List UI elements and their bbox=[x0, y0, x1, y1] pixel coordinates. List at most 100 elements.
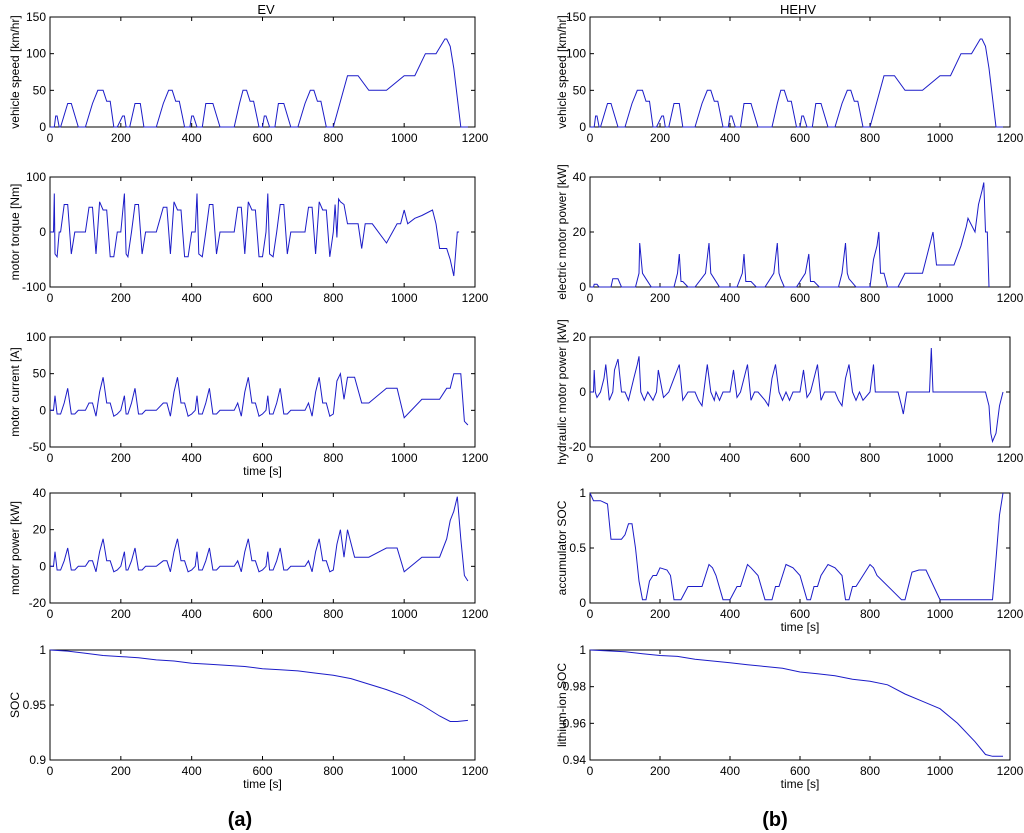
y-tick-label: 50 bbox=[33, 83, 47, 97]
axes-frame bbox=[49, 492, 476, 604]
x-tick-label: 200 bbox=[111, 607, 131, 621]
x-tick-label: 800 bbox=[323, 291, 343, 305]
panel-label-a: (a) bbox=[228, 809, 252, 831]
x-tick-label: 600 bbox=[252, 451, 272, 465]
x-tick-label: 0 bbox=[47, 451, 54, 465]
x-tick-label: 200 bbox=[650, 764, 670, 778]
axes-frame bbox=[589, 649, 1011, 761]
series-line bbox=[49, 649, 468, 722]
x-tick-label: 1000 bbox=[391, 451, 418, 465]
x-tick-label: 1200 bbox=[997, 764, 1024, 778]
y-tick-label: 0 bbox=[579, 280, 586, 294]
series-line bbox=[50, 496, 469, 582]
x-axis-label: time [s] bbox=[243, 777, 282, 791]
x-tick-label: 200 bbox=[650, 291, 670, 305]
x-tick-label: 1000 bbox=[391, 131, 418, 145]
axes-9: 0 200 400 600 800 1000 1200 0 0.5 1 accumulator SO… bbox=[555, 486, 1024, 634]
x-tick-label: 400 bbox=[182, 451, 202, 465]
y-tick-label: 0 bbox=[39, 120, 46, 134]
x-tick-label: 800 bbox=[860, 764, 880, 778]
x-tick-label: 0 bbox=[587, 764, 594, 778]
series-line bbox=[589, 492, 1004, 601]
x-tick-label: 1000 bbox=[391, 607, 418, 621]
y-tick-label: 0.9 bbox=[29, 753, 46, 767]
y-tick-label: 150 bbox=[566, 10, 586, 24]
x-tick-label: 800 bbox=[860, 607, 880, 621]
y-axis-label: hydraulic motor power [kW] bbox=[555, 319, 569, 464]
y-axis-label: electric motor power [kW] bbox=[555, 164, 569, 299]
x-tick-label: 0 bbox=[47, 607, 54, 621]
axes-frame bbox=[49, 16, 476, 128]
x-tick-label: 1000 bbox=[927, 764, 954, 778]
x-tick-label: 200 bbox=[650, 607, 670, 621]
y-tick-label: 50 bbox=[573, 83, 587, 97]
y-tick-label: 1 bbox=[39, 643, 46, 657]
x-tick-label: 600 bbox=[252, 607, 272, 621]
y-tick-label: 100 bbox=[26, 170, 46, 184]
y-axis-label: motor power [kW] bbox=[8, 501, 22, 595]
y-tick-label: 0 bbox=[39, 559, 46, 573]
x-tick-label: 200 bbox=[111, 291, 131, 305]
axes-frame bbox=[589, 492, 1011, 604]
x-tick-label: 1200 bbox=[462, 607, 489, 621]
x-tick-label: 1200 bbox=[997, 607, 1024, 621]
x-axis-label: time [s] bbox=[243, 464, 282, 478]
x-tick-label: 800 bbox=[860, 451, 880, 465]
axes-frame bbox=[49, 649, 476, 761]
panel-label-b: (b) bbox=[762, 809, 788, 831]
axes-frame bbox=[49, 176, 476, 288]
y-tick-label: 100 bbox=[26, 47, 46, 61]
x-tick-label: 1000 bbox=[927, 451, 954, 465]
axes-1: 0 200 400 600 800 1000 1200 0 50 100 150 vehicle sp… bbox=[8, 10, 489, 145]
x-tick-label: 400 bbox=[720, 607, 740, 621]
x-tick-label: 600 bbox=[790, 291, 810, 305]
y-tick-label: 100 bbox=[566, 47, 586, 61]
x-tick-label: 1200 bbox=[462, 764, 489, 778]
axes-10: 0 200 400 600 800 1000 1200 0.94 0.96 0.98 1 lithiu… bbox=[555, 643, 1024, 791]
x-tick-label: 1200 bbox=[462, 451, 489, 465]
x-tick-label: 400 bbox=[182, 131, 202, 145]
x-tick-label: 200 bbox=[111, 131, 131, 145]
y-axis-label: accumulator SOC bbox=[555, 500, 569, 595]
series-line bbox=[590, 182, 990, 288]
y-tick-label: 150 bbox=[26, 10, 46, 24]
series-line bbox=[50, 371, 469, 426]
x-tick-label: 0 bbox=[587, 451, 594, 465]
x-axis-label: time [s] bbox=[781, 620, 820, 634]
x-tick-label: 800 bbox=[323, 451, 343, 465]
x-tick-label: 800 bbox=[860, 291, 880, 305]
y-tick-label: 0.5 bbox=[569, 541, 586, 555]
x-tick-label: 600 bbox=[790, 764, 810, 778]
y-tick-label: -50 bbox=[29, 440, 47, 454]
title-a: EV bbox=[257, 2, 275, 17]
x-tick-label: 600 bbox=[252, 764, 272, 778]
y-tick-label: 0 bbox=[579, 120, 586, 134]
y-tick-label: 40 bbox=[33, 486, 47, 500]
axes-5: 0 200 400 600 800 1000 1200 0.9 0.95 1 SOC time [s] bbox=[8, 643, 489, 791]
x-tick-label: 1000 bbox=[927, 607, 954, 621]
y-tick-label: 0 bbox=[579, 596, 586, 610]
y-tick-label: 1 bbox=[579, 643, 586, 657]
x-tick-label: 400 bbox=[720, 451, 740, 465]
y-tick-label: 1 bbox=[579, 486, 586, 500]
x-tick-label: 0 bbox=[587, 291, 594, 305]
y-axis-label: motor torque [Nm] bbox=[8, 184, 22, 281]
y-tick-label: 20 bbox=[573, 330, 587, 344]
y-tick-label: 40 bbox=[573, 170, 587, 184]
x-tick-label: 800 bbox=[323, 607, 343, 621]
x-tick-label: 400 bbox=[720, 764, 740, 778]
x-tick-label: 800 bbox=[323, 131, 343, 145]
axes-7: 0 200 400 600 800 1000 1200 0 20 40 electric motor… bbox=[555, 164, 1024, 305]
x-tick-label: 600 bbox=[790, 451, 810, 465]
series-line bbox=[50, 38, 468, 128]
y-tick-label: 0 bbox=[579, 385, 586, 399]
y-tick-label: -20 bbox=[569, 440, 587, 454]
x-tick-label: 200 bbox=[650, 131, 670, 145]
x-tick-label: 200 bbox=[650, 451, 670, 465]
x-tick-label: 0 bbox=[47, 764, 54, 778]
